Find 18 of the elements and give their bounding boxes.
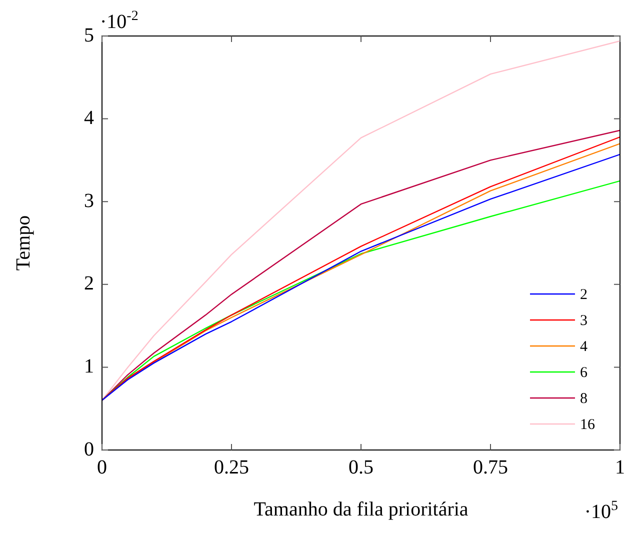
x-axis-title: Tamanho da fila prioritária [254, 498, 468, 520]
legend-label: 6 [580, 364, 588, 381]
legend-label: 2 [580, 286, 588, 303]
x-tick-label: 0.5 [348, 456, 374, 478]
legend-label: 8 [580, 390, 588, 407]
legend-label: 3 [580, 312, 588, 329]
legend-label: 16 [580, 416, 596, 433]
y-tick-label: 4 [84, 107, 94, 130]
y-tick-label: 3 [84, 190, 94, 212]
y-tick-label: 1 [84, 355, 94, 378]
x-tick-label: 0.25 [214, 456, 249, 478]
x-tick-label: 0.75 [473, 456, 508, 478]
x-tick-label: 1 [615, 456, 625, 478]
y-tick-label: 0 [84, 438, 94, 460]
legend-label: 4 [580, 338, 588, 355]
y-axis-title: Tempo [12, 215, 34, 271]
y-tick-label: 2 [84, 272, 94, 295]
y-tick-label: 5 [84, 24, 94, 46]
